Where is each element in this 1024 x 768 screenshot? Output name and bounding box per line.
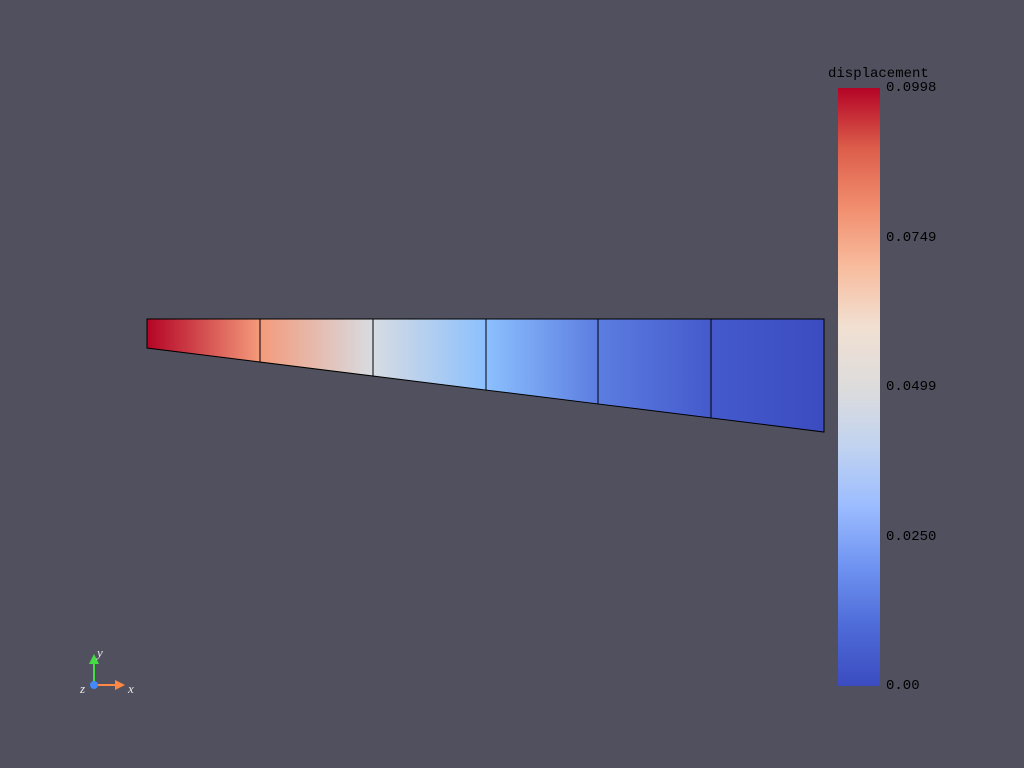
axis-x-label: x — [128, 681, 134, 697]
colorbar-tick-label: 0.0998 — [886, 80, 936, 96]
beam-segment — [486, 319, 598, 404]
colorbar-tick-label: 0.0749 — [886, 230, 936, 246]
axis-z-icon — [90, 681, 98, 689]
simulation-viewport[interactable]: displacement0.09980.07490.04990.02500.00… — [0, 0, 1024, 768]
render-canvas — [0, 0, 1024, 768]
colorbar-tick-label: 0.0250 — [886, 529, 936, 545]
beam-segment — [598, 319, 711, 418]
colorbar — [838, 88, 880, 686]
beam-segment — [711, 319, 824, 432]
axis-z-label: z — [80, 681, 85, 697]
colorbar-tick-label: 0.00 — [886, 678, 920, 694]
colorbar-tick-label: 0.0499 — [886, 379, 936, 395]
axis-y-label: y — [97, 645, 103, 661]
